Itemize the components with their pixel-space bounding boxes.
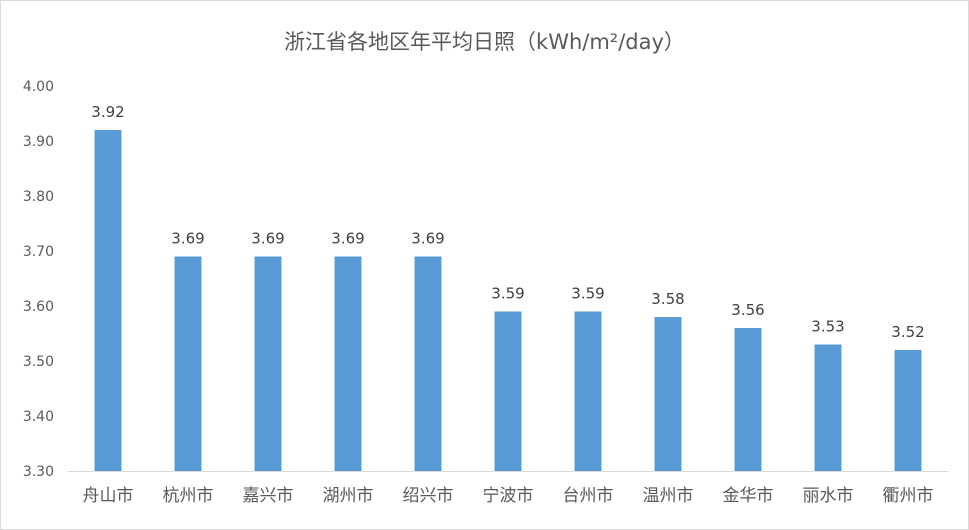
x-tick-label: 舟山市 (83, 486, 134, 506)
data-label: 3.58 (651, 290, 684, 308)
x-tick-label: 嘉兴市 (243, 486, 294, 506)
data-label: 3.56 (731, 301, 764, 319)
x-tick-label: 温州市 (643, 486, 694, 506)
y-tick-label: 3.80 (23, 189, 54, 205)
x-tick-label: 丽水市 (803, 486, 854, 506)
data-label: 3.69 (251, 230, 284, 248)
x-tick-label: 台州市 (563, 486, 614, 506)
bar (574, 311, 602, 471)
chart-title: 浙江省各地区年平均日照（kWh/m²/day） (284, 30, 685, 54)
bar (174, 256, 202, 471)
y-tick-label: 3.50 (23, 354, 54, 370)
y-tick-label: 3.30 (23, 464, 54, 480)
data-label: 3.69 (331, 230, 364, 248)
data-label: 3.69 (171, 230, 204, 248)
x-tick-label: 宁波市 (483, 486, 534, 506)
data-label: 3.59 (571, 285, 604, 303)
x-tick-label: 杭州市 (163, 486, 214, 506)
bar (414, 256, 442, 471)
data-label: 3.52 (891, 323, 924, 341)
y-tick-label: 3.40 (23, 409, 54, 425)
y-tick-label: 4.00 (23, 79, 54, 95)
data-label: 3.69 (411, 230, 444, 248)
bar (94, 130, 122, 471)
bar (654, 317, 682, 471)
bar (334, 256, 362, 471)
x-tick-label: 湖州市 (323, 486, 374, 506)
x-tick-label: 绍兴市 (403, 486, 454, 506)
y-tick-label: 3.70 (23, 244, 54, 260)
bar (734, 328, 762, 471)
data-label: 3.92 (91, 103, 124, 121)
data-label: 3.53 (811, 318, 844, 336)
data-label: 3.59 (491, 285, 524, 303)
bar (814, 344, 842, 471)
y-tick-label: 3.90 (23, 134, 54, 150)
bar (894, 350, 922, 471)
bar (494, 311, 522, 471)
x-tick-label: 金华市 (723, 486, 774, 506)
y-tick-label: 3.60 (23, 299, 54, 315)
x-tick-label: 衢州市 (883, 485, 934, 506)
bar (254, 256, 282, 471)
